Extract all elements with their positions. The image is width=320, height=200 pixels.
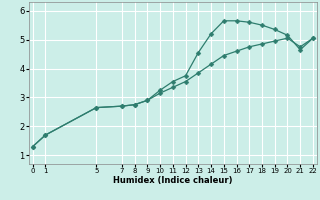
X-axis label: Humidex (Indice chaleur): Humidex (Indice chaleur) xyxy=(113,176,233,185)
